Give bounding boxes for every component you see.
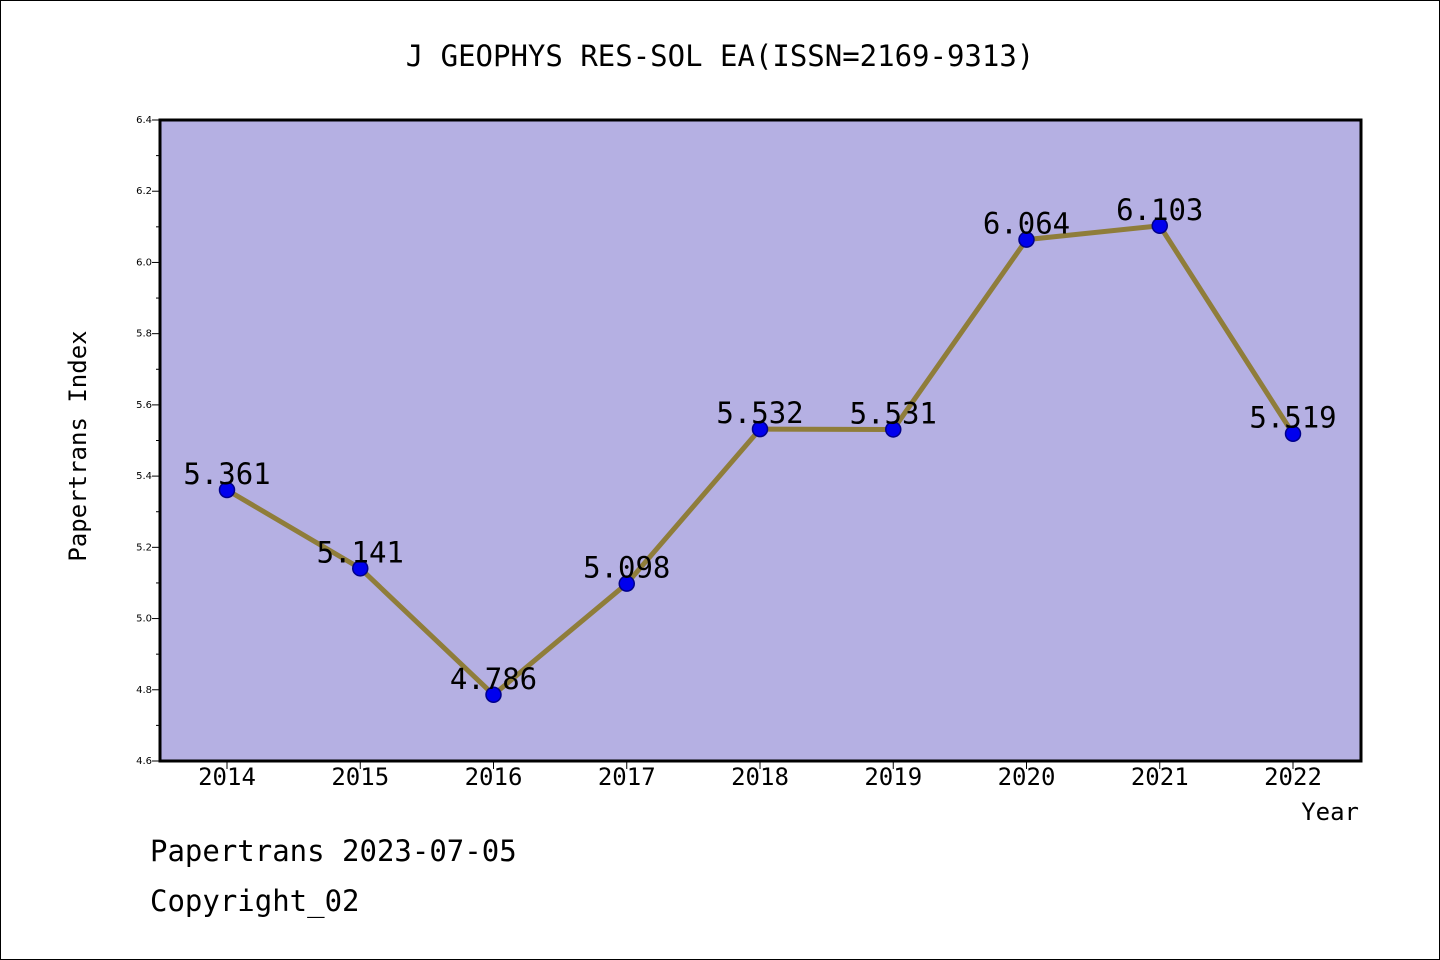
data-label: 6.064 bbox=[983, 207, 1070, 241]
data-label: 5.532 bbox=[716, 396, 803, 430]
data-label: 5.519 bbox=[1249, 401, 1336, 435]
data-label: 4.786 bbox=[450, 662, 537, 696]
data-label: 6.103 bbox=[1116, 193, 1203, 227]
data-label: 5.098 bbox=[583, 551, 670, 585]
x-tick-label: 2021 bbox=[1131, 763, 1189, 791]
y-tick-label: 4.8 bbox=[136, 685, 152, 696]
y-tick-label: 6.4 bbox=[136, 115, 152, 126]
y-tick-label: 6.0 bbox=[136, 257, 152, 268]
data-point bbox=[485, 686, 502, 704]
x-tick-label: 2015 bbox=[331, 763, 389, 791]
data-point bbox=[885, 421, 902, 438]
y-tick-label: 4.6 bbox=[136, 756, 152, 767]
x-axis-label: Year bbox=[1301, 798, 1359, 826]
y-tick-label: 5.8 bbox=[136, 329, 152, 340]
y-tick-label: 5.6 bbox=[136, 400, 152, 411]
data-label: 5.141 bbox=[317, 535, 404, 569]
chart-title: J GEOPHYS RES-SOL EA(ISSN=2169-9313) bbox=[406, 39, 1035, 73]
x-axis: 2014 2015 2016 2017 2018 2019 2020 2021 2022 bbox=[198, 761, 1322, 791]
x-tick-label: 2016 bbox=[465, 763, 523, 791]
data-point bbox=[352, 560, 369, 577]
data-points bbox=[218, 217, 1302, 704]
data-point bbox=[751, 420, 769, 438]
x-tick-label: 2020 bbox=[998, 763, 1056, 791]
y-tick-label: 5.0 bbox=[136, 614, 152, 625]
x-tick-label: 2017 bbox=[598, 763, 656, 791]
data-point bbox=[1151, 217, 1168, 235]
x-tick-label: 2019 bbox=[864, 763, 922, 791]
x-tick-label: 2018 bbox=[731, 763, 789, 791]
footer-date: Papertrans 2023-07-05 bbox=[150, 834, 517, 868]
data-point bbox=[218, 481, 236, 499]
y-axis: 4.6 4.8 5.0 5.2 5.4 5.6 5.8 6.0 6.2 6.4 bbox=[136, 115, 160, 767]
y-tick-label: 5.2 bbox=[136, 542, 152, 553]
x-tick-label: 2022 bbox=[1264, 763, 1322, 791]
x-tick-label: 2014 bbox=[198, 763, 256, 791]
data-label: 5.531 bbox=[850, 396, 937, 430]
y-axis-label: Papertrans Index bbox=[64, 330, 92, 561]
data-label: 5.361 bbox=[183, 457, 270, 491]
data-point bbox=[618, 575, 635, 592]
data-point bbox=[1284, 425, 1302, 442]
y-tick-label: 5.4 bbox=[136, 471, 152, 482]
data-point bbox=[1018, 231, 1035, 248]
y-tick-label: 6.2 bbox=[136, 186, 152, 197]
footer-copyright: Copyright_02 bbox=[150, 884, 360, 918]
data-labels: 5.361 5.141 4.786 5.098 5.532 5.531 6.064 6.103… bbox=[183, 193, 1336, 696]
